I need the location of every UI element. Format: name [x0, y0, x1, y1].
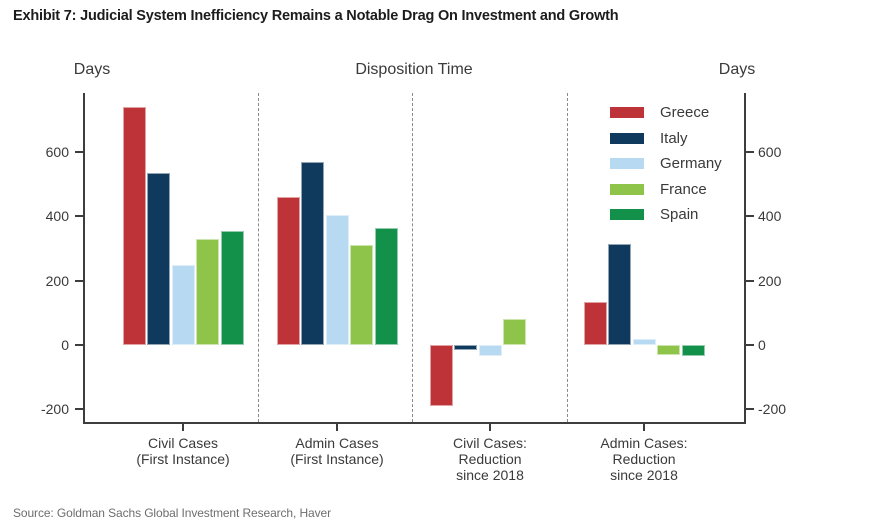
x-tick-civil-cases-reduction-since-2018 [489, 424, 491, 431]
y-axis-right [744, 93, 746, 424]
legend-swatch-france-icon [610, 183, 644, 195]
legend-swatch-spain-icon [610, 209, 644, 220]
legend-item-france: France [610, 177, 707, 202]
x-axis [83, 422, 746, 424]
category-label-line: (First Instance) [136, 451, 230, 467]
legend-item-spain: Spain [610, 202, 698, 227]
category-label-admin-cases-first-instance: Admin Cases (First Instance) [290, 435, 383, 467]
bar-spain-admin-cases-first-instance [374, 227, 398, 345]
bar-germany-civil-cases-reduction-since-2018 [478, 345, 502, 357]
y-tick-right-600 [746, 151, 754, 154]
bar-france-civil-cases-first-instance [196, 238, 219, 345]
left-axis-unit-label: Days [73, 61, 111, 78]
legend-swatch-greece-icon [610, 107, 644, 118]
y-tick-label-left--200: -200 [40, 401, 69, 418]
y-tick-right-400 [746, 215, 754, 218]
y-tick-label-left-200: 200 [45, 272, 69, 289]
y-tick-right--200 [746, 408, 754, 411]
y-tick-label-left-0: 0 [61, 337, 69, 353]
bar-germany-civil-cases-first-instance [171, 264, 195, 345]
bar-italy-civil-cases-reduction-since-2018 [454, 345, 477, 350]
legend-item-greece: Greece [610, 100, 709, 125]
y-tick-right-200 [746, 279, 754, 282]
category-label-line: since 2018 [610, 467, 678, 483]
source-note: Source: Goldman Sachs Global Investment … [13, 506, 331, 520]
y-tick-left--200 [75, 408, 83, 411]
category-label-line: Civil Cases [147, 435, 219, 451]
bar-france-admin-cases-first-instance [350, 245, 373, 345]
legend-item-germany: Germany [610, 151, 722, 176]
category-label-admin-cases-reduction-since-2018: Admin Cases: Reduction since 2018 [600, 435, 687, 483]
y-tick-left-200 [75, 279, 83, 282]
legend-label-france: France [660, 180, 707, 198]
category-label-line: since 2018 [456, 467, 524, 483]
category-label-line: (First Instance) [290, 451, 384, 467]
x-tick-civil-cases-first-instance [182, 424, 184, 431]
legend-item-italy: Italy [610, 126, 688, 151]
bar-spain-admin-cases-reduction-since-2018 [681, 345, 705, 357]
y-tick-label-right--200: -200 [758, 401, 787, 418]
y-tick-right-0 [746, 344, 754, 346]
bar-germany-admin-cases-reduction-since-2018 [632, 338, 656, 345]
y-tick-label-right-600: 600 [758, 144, 782, 161]
bar-italy-civil-cases-first-instance [147, 173, 170, 345]
chart-title: Disposition Time [355, 61, 473, 78]
legend-label-spain: Spain [660, 206, 699, 223]
y-tick-left-600 [75, 151, 83, 154]
y-tick-label-right-0: 0 [758, 337, 766, 353]
y-tick-label-left-400: 400 [45, 208, 69, 225]
exhibit-title: Exhibit 7: Judicial System Inefficiency … [13, 8, 619, 24]
y-tick-label-right-200: 200 [758, 272, 782, 289]
bar-greece-admin-cases-reduction-since-2018 [583, 301, 607, 345]
bar-germany-admin-cases-first-instance [325, 214, 349, 345]
category-separator-2 [412, 93, 413, 422]
x-tick-admin-cases-reduction-since-2018 [643, 424, 645, 431]
bar-greece-civil-cases-first-instance [122, 107, 146, 345]
legend-label-italy: Italy [660, 129, 688, 147]
y-tick-left-0 [75, 344, 83, 346]
bar-italy-admin-cases-reduction-since-2018 [608, 243, 631, 345]
legend-label-greece: Greece [660, 104, 710, 121]
category-label-civil-cases-reduction-since-2018: Civil Cases: Reduction since 2018 [453, 435, 527, 483]
bar-france-civil-cases-reduction-since-2018 [503, 319, 526, 345]
category-label-civil-cases-first-instance: Civil Cases (First Instance) [136, 435, 229, 467]
bar-france-admin-cases-reduction-since-2018 [657, 345, 680, 355]
category-label-line: Admin Cases: [600, 435, 688, 451]
y-tick-left-400 [75, 215, 83, 218]
category-separator-3 [567, 93, 568, 422]
y-tick-label-left-600: 600 [45, 144, 69, 161]
bar-italy-admin-cases-first-instance [301, 161, 324, 345]
category-label-line: Reduction [612, 451, 676, 467]
bar-greece-admin-cases-first-instance [276, 197, 300, 345]
bar-greece-civil-cases-reduction-since-2018 [429, 345, 453, 407]
category-label-line: Reduction [458, 451, 522, 467]
y-tick-label-right-400: 400 [758, 208, 782, 225]
y-axis-left [83, 93, 85, 424]
legend-swatch-germany-icon [610, 158, 644, 169]
category-label-line: Civil Cases: [453, 435, 527, 451]
legend-swatch-italy-icon [610, 132, 644, 144]
right-axis-unit-label: Days [718, 61, 756, 78]
category-separator-1 [258, 93, 259, 422]
legend-label-germany: Germany [660, 155, 722, 172]
bar-spain-civil-cases-first-instance [220, 230, 244, 345]
x-tick-admin-cases-first-instance [336, 424, 338, 431]
category-label-line: Admin Cases [295, 435, 379, 451]
